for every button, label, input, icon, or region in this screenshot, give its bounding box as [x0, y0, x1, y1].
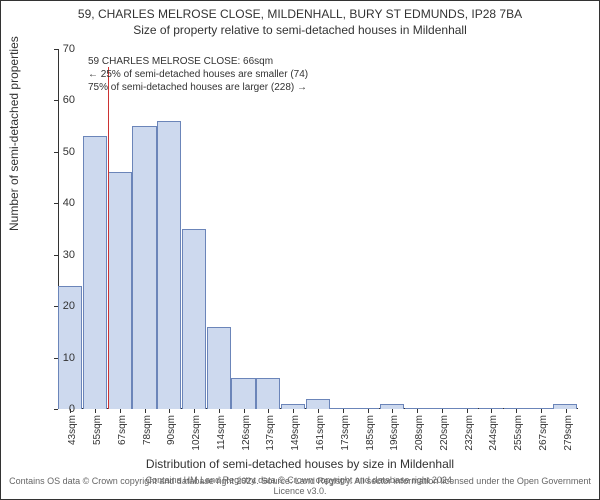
x-tick-label: 244sqm	[488, 415, 499, 451]
x-tick-label: 208sqm	[414, 415, 425, 451]
x-tick-label: 137sqm	[265, 415, 276, 451]
x-tick-mark	[120, 409, 121, 413]
x-tick-label: 126sqm	[241, 415, 252, 451]
plot-region: 43sqm55sqm67sqm78sqm90sqm102sqm114sqm126…	[58, 49, 578, 409]
x-tick-label: 55sqm	[92, 415, 103, 445]
x-tick-mark	[541, 409, 542, 413]
y-tick-label: 0	[45, 403, 75, 415]
x-tick-label: 67sqm	[117, 415, 128, 445]
x-tick-label: 78sqm	[142, 415, 153, 445]
annotation-line-3: 75% of semi-detached houses are larger (…	[88, 81, 308, 94]
y-tick-label: 20	[45, 300, 75, 312]
x-tick-mark	[244, 409, 245, 413]
x-tick-mark	[442, 409, 443, 413]
annotation-box: 59 CHARLES MELROSE CLOSE: 66sqm← 25% of …	[88, 55, 308, 94]
x-tick-mark	[343, 409, 344, 413]
y-tick-label: 30	[45, 249, 75, 261]
property-marker-line	[108, 67, 109, 409]
x-axis-label: Distribution of semi-detached houses by …	[1, 457, 599, 471]
x-tick-label: 279sqm	[563, 415, 574, 451]
x-tick-mark	[219, 409, 220, 413]
x-tick-label: 267sqm	[538, 415, 549, 451]
chart-container: 59, CHARLES MELROSE CLOSE, MILDENHALL, B…	[0, 0, 600, 500]
histogram-bar	[306, 399, 330, 409]
x-tick-label: 232sqm	[464, 415, 475, 451]
y-tick-label: 60	[45, 94, 75, 106]
title-line-2: Size of property relative to semi-detach…	[1, 21, 599, 37]
annotation-line-1: 59 CHARLES MELROSE CLOSE: 66sqm	[88, 55, 308, 68]
x-tick-label: 185sqm	[365, 415, 376, 451]
x-tick-mark	[417, 409, 418, 413]
histogram-bar	[256, 378, 280, 409]
histogram-bar	[231, 378, 255, 409]
x-tick-mark	[145, 409, 146, 413]
y-tick-label: 10	[45, 352, 75, 364]
x-tick-label: 173sqm	[340, 415, 351, 451]
x-tick-mark	[169, 409, 170, 413]
annotation-line-2: ← 25% of semi-detached houses are smalle…	[88, 68, 308, 81]
y-tick-label: 40	[45, 197, 75, 209]
histogram-bar	[83, 136, 107, 409]
x-tick-label: 43sqm	[67, 415, 78, 445]
y-axis-label: Number of semi-detached properties	[7, 36, 21, 231]
x-tick-mark	[95, 409, 96, 413]
x-tick-label: 149sqm	[290, 415, 301, 451]
x-tick-label: 255sqm	[513, 415, 524, 451]
x-tick-mark	[392, 409, 393, 413]
x-tick-mark	[467, 409, 468, 413]
x-tick-label: 161sqm	[315, 415, 326, 451]
histogram-bar	[108, 172, 132, 409]
x-tick-mark	[194, 409, 195, 413]
footer-line-2: Contains OS data © Crown copyright and d…	[1, 476, 599, 496]
x-tick-mark	[566, 409, 567, 413]
chart-area: 43sqm55sqm67sqm78sqm90sqm102sqm114sqm126…	[58, 49, 578, 409]
x-tick-label: 196sqm	[389, 415, 400, 451]
histogram-bar	[207, 327, 231, 409]
x-tick-mark	[293, 409, 294, 413]
x-tick-mark	[268, 409, 269, 413]
x-tick-label: 220sqm	[439, 415, 450, 451]
x-tick-mark	[368, 409, 369, 413]
x-tick-label: 102sqm	[191, 415, 202, 451]
title-line-1: 59, CHARLES MELROSE CLOSE, MILDENHALL, B…	[1, 1, 599, 21]
x-tick-label: 90sqm	[166, 415, 177, 445]
y-tick-label: 70	[45, 43, 75, 55]
histogram-bar	[157, 121, 181, 409]
histogram-bar	[182, 229, 206, 409]
x-tick-mark	[516, 409, 517, 413]
x-tick-mark	[491, 409, 492, 413]
histogram-bar	[132, 126, 156, 409]
x-tick-mark	[318, 409, 319, 413]
y-tick-label: 50	[45, 146, 75, 158]
x-tick-label: 114sqm	[216, 415, 227, 450]
